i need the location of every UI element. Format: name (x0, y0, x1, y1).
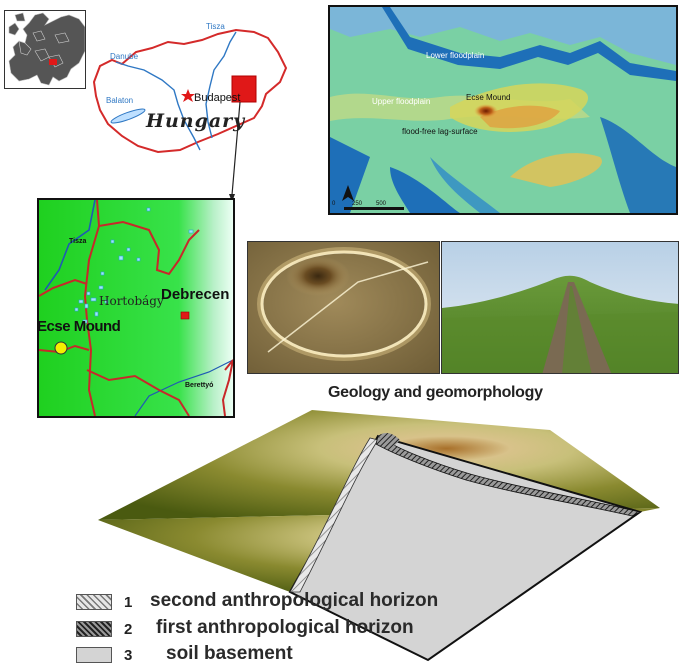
tisza-river-regional (44, 200, 96, 291)
berettyo-label: Berettyó (185, 382, 214, 389)
second-anthropological-horizon-layer (289, 437, 379, 593)
lag-surface-label: flood-free lag-surface (402, 127, 478, 136)
scale-500-label: 500 (376, 201, 387, 207)
ecse-mound-regional-label: Ecse Mound (37, 318, 121, 335)
budapest-label: Budapest (194, 92, 241, 104)
europe-inset-map (4, 10, 86, 89)
mound-aerial-relief-photo (247, 241, 440, 374)
debrecen-marker (180, 311, 190, 320)
floodplain-relief-map: Lower floodplain Upper floodplain Ecse M… (328, 5, 678, 215)
hortobagy-label: Hortobágy (99, 294, 164, 308)
budapest-marker (181, 89, 195, 102)
tisza-label: Tisza (206, 22, 225, 31)
scale-0-label: 0 (332, 201, 336, 207)
scale-bar (344, 207, 404, 210)
balaton-label: Balaton (106, 96, 134, 105)
hungary-highlight (49, 59, 57, 65)
tisza-river (205, 31, 237, 139)
lower-floodplain-label: Lower floodplain (426, 51, 485, 60)
scale-250-label: 250 (352, 201, 363, 207)
regional-map: Tisza Hortobágy Debrecen Ecse Mound Bere… (37, 198, 235, 418)
berettyo-river (134, 359, 233, 416)
lake-balaton (110, 108, 146, 124)
county-border-north (96, 200, 200, 276)
county-border-south (86, 369, 190, 416)
upper-floodplain-label: Upper floodplain (372, 97, 431, 106)
hungary-label: Hungary (146, 110, 246, 132)
tisza-regional-label: Tisza (69, 238, 87, 245)
study-area-marker (231, 75, 257, 103)
north-arrow-icon (342, 185, 354, 201)
danube-label: Danube (110, 52, 139, 61)
first-anthropological-horizon-layer (375, 435, 642, 517)
ecse-mound-location-marker (54, 341, 68, 355)
debrecen-label: Debrecen (161, 286, 230, 303)
europe-silhouette (5, 11, 85, 88)
ecse-mound-map-label: Ecse Mound (466, 93, 511, 102)
danube-river (115, 61, 201, 151)
section-title: Geology and geomorphology (328, 384, 543, 401)
ecse-mound-relief (474, 104, 498, 118)
fishponds (74, 207, 194, 324)
mound-top-shadow (286, 256, 350, 296)
mound-landscape-photo (441, 241, 679, 374)
